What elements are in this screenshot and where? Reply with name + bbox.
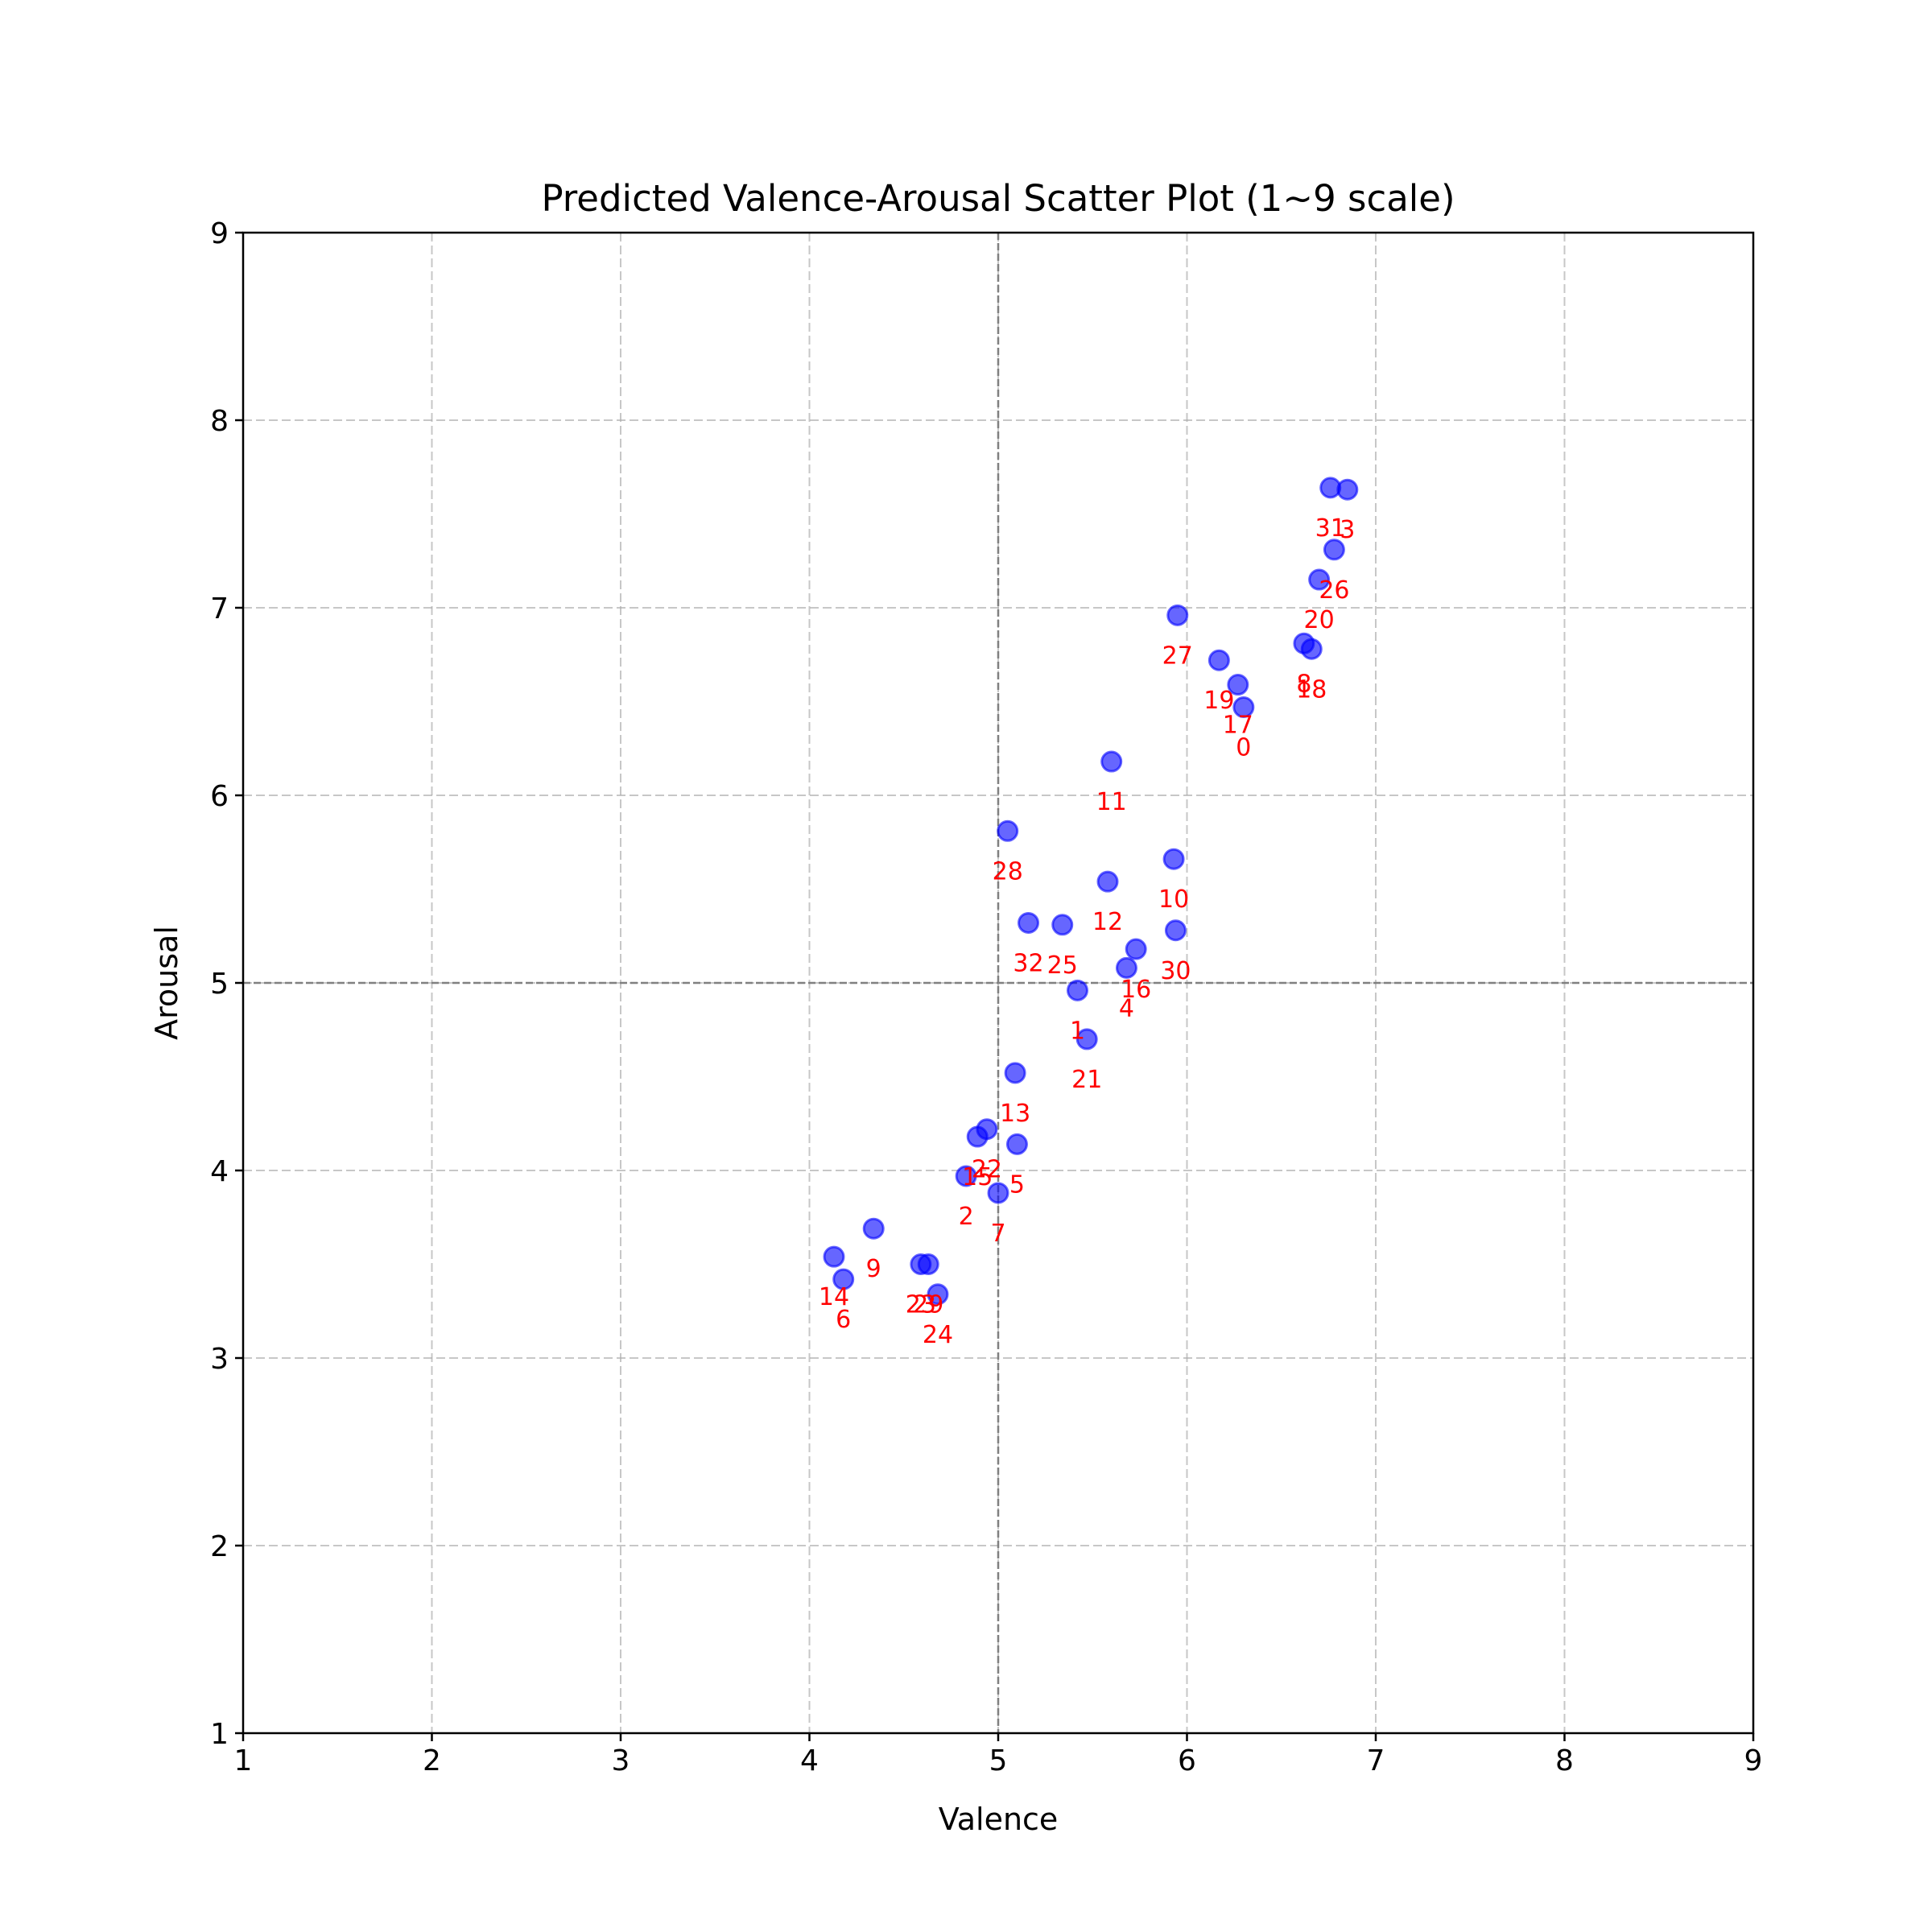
y-axis-title: Arousal (149, 926, 184, 1040)
y-tick-label: 1 (210, 1718, 229, 1751)
point-label: 7 (990, 1220, 1005, 1248)
point-label: 32 (1013, 949, 1043, 977)
x-tick-label: 8 (1555, 1744, 1574, 1777)
point-label: 28 (993, 857, 1023, 886)
y-tick-label: 2 (210, 1530, 229, 1563)
data-point (1100, 750, 1123, 773)
data-point (997, 819, 1019, 842)
point-label: 21 (1071, 1066, 1102, 1094)
data-point (1162, 848, 1185, 870)
point-label: 13 (1000, 1100, 1030, 1128)
data-point (1018, 911, 1040, 934)
point-label: 17 (1223, 712, 1253, 740)
point-label: 10 (1158, 886, 1189, 914)
data-point (1308, 568, 1331, 591)
point-label: 2 (959, 1203, 974, 1231)
y-tick-label: 8 (210, 405, 229, 438)
point-label: 29 (913, 1291, 943, 1319)
x-tick-label: 6 (1178, 1744, 1196, 1777)
point-label: 31 (1315, 514, 1346, 543)
point-label: 15 (962, 1163, 993, 1191)
point-label: 25 (1047, 952, 1078, 980)
x-tick-label: 3 (612, 1744, 630, 1777)
y-tick-label: 9 (210, 217, 229, 250)
data-point (1005, 1133, 1028, 1155)
point-label: 8 (1296, 670, 1311, 698)
x-tick-label: 9 (1744, 1744, 1763, 1777)
point-label: 23 (906, 1291, 936, 1319)
point-label: 18 (1296, 675, 1327, 704)
x-tick-label: 4 (800, 1744, 819, 1777)
y-axis-ticks: 1 2 3 4 5 6 7 8 9 (210, 217, 243, 1751)
point-label: 6 (836, 1306, 851, 1334)
data-points (823, 477, 1359, 1306)
data-point (1125, 938, 1147, 960)
data-point (917, 1253, 939, 1275)
point-label: 9 (866, 1255, 881, 1283)
reference-lines (243, 233, 1753, 1733)
data-point (955, 1165, 977, 1187)
data-point (1051, 914, 1074, 936)
data-point (927, 1283, 949, 1306)
point-label: 4 (1119, 994, 1134, 1022)
y-tick-label: 6 (210, 780, 229, 813)
point-label: 24 (923, 1321, 953, 1349)
point-label: 0 (1236, 733, 1251, 762)
point-label: 19 (1203, 687, 1234, 715)
data-point (832, 1268, 855, 1290)
data-point (823, 1245, 845, 1268)
point-label: 14 (819, 1283, 849, 1311)
point-label: 11 (1096, 788, 1127, 816)
x-tick-label: 2 (423, 1744, 441, 1777)
point-label: 30 (1160, 957, 1191, 985)
data-point (1323, 539, 1345, 561)
data-point (1096, 870, 1119, 893)
data-point (1232, 696, 1255, 718)
point-label: 16 (1121, 976, 1151, 1004)
data-point (1066, 979, 1088, 1001)
data-point (1075, 1028, 1098, 1051)
data-point (1115, 956, 1137, 979)
x-tick-label: 5 (989, 1744, 1008, 1777)
point-label: 27 (1162, 642, 1193, 670)
data-point (1300, 638, 1323, 660)
y-tick-label: 7 (210, 592, 229, 625)
point-label: 22 (972, 1156, 1002, 1184)
y-tick-label: 3 (210, 1343, 229, 1376)
point-label: 5 (1009, 1170, 1025, 1199)
y-tick-label: 5 (210, 968, 229, 1001)
point-label: 12 (1092, 908, 1123, 936)
data-point (1319, 477, 1342, 499)
chart-title: Predicted Valence-Arousal Scatter Plot (… (541, 177, 1455, 220)
data-point (976, 1118, 998, 1141)
point-label: 1 (1070, 1017, 1085, 1045)
data-point (1208, 649, 1230, 671)
point-labels: 0123456789101112131415161718192021222324… (819, 514, 1355, 1349)
point-label: 20 (1304, 606, 1335, 634)
x-axis-ticks: 1 2 3 4 5 6 7 8 9 (234, 1733, 1763, 1777)
data-point (987, 1182, 1009, 1204)
data-point (1004, 1062, 1026, 1084)
data-point (1227, 674, 1249, 696)
x-axis-title: Valence (939, 1802, 1059, 1837)
point-label: 26 (1319, 576, 1349, 605)
y-tick-label: 4 (210, 1155, 229, 1188)
data-point (1164, 919, 1187, 942)
data-point (1166, 604, 1189, 626)
x-tick-label: 1 (234, 1744, 253, 1777)
point-label: 3 (1340, 516, 1355, 544)
data-point (862, 1217, 885, 1240)
x-tick-label: 7 (1367, 1744, 1385, 1777)
